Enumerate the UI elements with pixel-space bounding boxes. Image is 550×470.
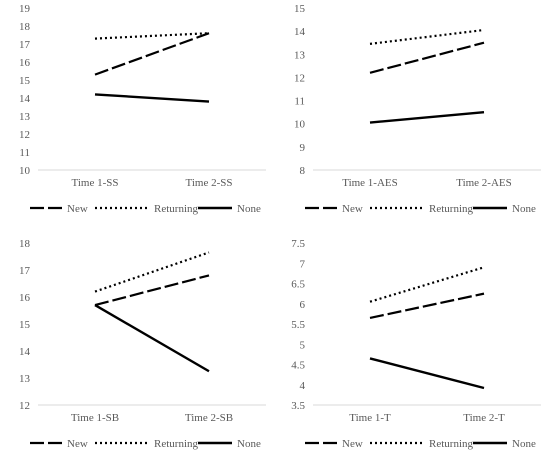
y-tick-label: 18 [19, 238, 31, 250]
y-tick-label: 4 [300, 380, 306, 392]
legend: New Returning None [305, 203, 536, 215]
y-tick-label: 7 [300, 258, 306, 270]
legend-label-new: New [342, 438, 363, 450]
y-tick-label: 10 [19, 165, 31, 177]
legend-label-none: None [237, 438, 261, 450]
y-tick-label: 4.5 [291, 360, 305, 372]
series-line-none [369, 357, 485, 390]
legend-label-new: New [67, 203, 88, 215]
series-line-returning [369, 28, 485, 45]
y-tick-label: 13 [19, 111, 31, 123]
y-tick-label: 17 [19, 39, 31, 51]
y-tick-label: 10 [294, 119, 306, 131]
chart-panel-ss: 10 11 12 13 14 15 16 17 18 19 Time 1-SS Time 2-SS Ne… [0, 0, 275, 235]
y-tick-label: 5 [300, 339, 306, 351]
legend-label-returning: Returning [154, 203, 198, 215]
series-line-new [369, 41, 485, 74]
y-tick-label: 16 [19, 292, 31, 304]
y-tick-label: 18 [19, 21, 31, 33]
y-tick-label: 5.5 [291, 319, 305, 331]
y-tick-label: 7.5 [291, 238, 305, 250]
y-tick-label: 3.5 [291, 400, 305, 412]
y-tick-label: 14 [19, 346, 31, 358]
legend-label-returning: Returning [154, 438, 198, 450]
legend-label-none: None [237, 203, 261, 215]
y-tick-label: 11 [19, 147, 30, 159]
chart-aes: 8 9 10 11 12 13 14 15 Time 1-AES Time 2-AES New Ret… [294, 3, 541, 215]
y-tick-label: 15 [19, 75, 31, 87]
y-tick-label: 11 [294, 96, 305, 108]
y-tick-label: 15 [19, 319, 31, 331]
y-tick-label: 14 [294, 26, 306, 38]
series-line-new [94, 274, 210, 307]
x-tick-label: Time 2-SB [185, 412, 233, 424]
x-tick-label: Time 1-AES [342, 177, 398, 189]
y-tick-label: 12 [294, 72, 305, 84]
y-tick-label: 19 [19, 3, 31, 15]
y-tick-label: 15 [294, 3, 306, 15]
y-tick-label: 12 [19, 129, 30, 141]
chart-panel-t: 3.5 4 4.5 5 5.5 6 6.5 7 7.5 Time 1-T Time 2-T New Re… [275, 235, 550, 470]
y-tick-label: 8 [300, 165, 306, 177]
x-tick-label: Time 2-AES [456, 177, 512, 189]
series-line-none [369, 110, 485, 124]
series-line-returning [94, 32, 210, 40]
legend: New Returning None [30, 438, 261, 450]
series-line-returning [94, 251, 210, 293]
series-line-new [94, 32, 210, 76]
chart-panel-sb: 12 13 14 15 16 17 18 Time 1-SB Time 2-SB New Retur… [0, 235, 275, 470]
series-line-none [94, 93, 210, 103]
y-tick-label: 6.5 [291, 279, 305, 291]
y-tick-label: 14 [19, 93, 31, 105]
legend-label-new: New [342, 203, 363, 215]
legend-label-none: None [512, 203, 536, 215]
series-line-none [94, 304, 210, 373]
y-tick-label: 9 [300, 142, 306, 154]
chart-panel-aes: 8 9 10 11 12 13 14 15 Time 1-AES Time 2-AES New Ret… [275, 0, 550, 235]
y-tick-label: 16 [19, 57, 31, 69]
x-tick-label: Time 1-T [349, 412, 391, 424]
legend-label-returning: Returning [429, 438, 473, 450]
y-tick-label: 13 [19, 373, 31, 385]
x-tick-label: Time 2-T [463, 412, 505, 424]
x-tick-label: Time 2-SS [186, 177, 233, 189]
chart-t: 3.5 4 4.5 5 5.5 6 6.5 7 7.5 Time 1-T Time 2-T New Re… [291, 238, 541, 450]
chart-sb: 12 13 14 15 16 17 18 Time 1-SB Time 2-SB New Retur… [19, 238, 266, 450]
y-tick-label: 6 [300, 299, 306, 311]
legend-label-returning: Returning [429, 203, 473, 215]
legend-label-new: New [67, 438, 88, 450]
chart-ss: 10 11 12 13 14 15 16 17 18 19 Time 1-SS Time 2-SS Ne… [19, 3, 266, 215]
series-line-new [369, 292, 485, 320]
legend: New Returning None [30, 203, 261, 215]
legend-label-none: None [512, 438, 536, 450]
x-tick-label: Time 1-SS [72, 177, 119, 189]
y-tick-label: 13 [294, 49, 306, 61]
x-tick-label: Time 1-SB [71, 412, 119, 424]
y-tick-label: 17 [19, 265, 31, 277]
y-tick-label: 12 [19, 400, 30, 412]
legend: New Returning None [305, 438, 536, 450]
